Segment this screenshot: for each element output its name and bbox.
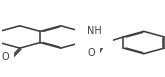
Text: O: O bbox=[88, 48, 95, 58]
Text: O: O bbox=[1, 52, 9, 62]
Text: NH: NH bbox=[87, 26, 102, 36]
